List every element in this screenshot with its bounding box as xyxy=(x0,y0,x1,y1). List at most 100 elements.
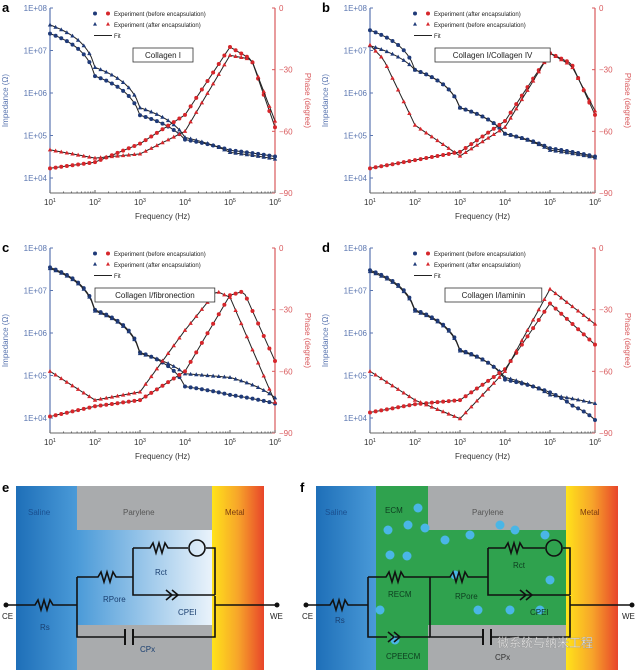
data-point xyxy=(575,308,581,313)
data-point xyxy=(261,373,266,378)
data-point xyxy=(255,74,261,79)
data-point xyxy=(160,358,165,363)
data-point xyxy=(452,149,457,154)
data-point xyxy=(115,150,120,155)
data-point xyxy=(126,152,131,157)
data-point xyxy=(183,369,187,374)
x-tick-label: 105 xyxy=(544,198,556,207)
data-point xyxy=(137,151,143,156)
data-point xyxy=(98,403,103,408)
ecm-region xyxy=(376,486,428,670)
data-point xyxy=(267,391,272,396)
data-point xyxy=(177,127,182,132)
ecm-particle xyxy=(505,605,515,615)
data-point xyxy=(93,404,97,409)
data-point xyxy=(166,380,171,385)
y-tick-label: 1E+06 xyxy=(24,89,48,98)
chart-title: Collagen I/fibronection xyxy=(115,291,195,300)
data-point xyxy=(463,150,468,155)
data-point xyxy=(81,390,86,395)
data-point xyxy=(233,291,238,296)
data-point xyxy=(138,398,142,403)
data-point xyxy=(199,87,204,92)
data-point xyxy=(160,121,165,126)
legend-label: Experiment (before encapsulation) xyxy=(434,23,526,29)
y-tick-label: 1E+07 xyxy=(344,47,368,56)
data-point xyxy=(171,376,176,381)
data-point xyxy=(491,132,496,137)
data-point xyxy=(379,54,384,59)
data-point xyxy=(368,28,372,33)
data-point xyxy=(519,379,525,384)
data-point xyxy=(547,147,553,152)
legend-marker xyxy=(413,11,417,16)
x-tick-label: 106 xyxy=(269,438,281,447)
ecm-particle xyxy=(473,605,483,615)
data-point xyxy=(47,369,53,373)
x-axis-label: Frequency (Hz) xyxy=(135,452,190,461)
y2-tick-label: −30 xyxy=(279,306,293,315)
data-point xyxy=(390,75,395,80)
data-point xyxy=(121,400,126,405)
legend-marker xyxy=(93,262,97,266)
data-point xyxy=(272,118,278,123)
data-point xyxy=(587,337,592,342)
y2-tick-label: −30 xyxy=(599,66,613,75)
y-tick-label: 1E+05 xyxy=(24,132,48,141)
y2-tick-label: −60 xyxy=(279,367,293,376)
legend-label: Experiment (after encapsulation) xyxy=(434,263,521,269)
y-axis-label: Impedance (Ω) xyxy=(321,74,330,127)
legend-label: Experiment (after encapsulation) xyxy=(434,12,521,18)
data-point xyxy=(519,342,524,347)
data-point xyxy=(480,139,485,144)
y2-tick-label: 0 xyxy=(599,244,604,253)
legend-marker xyxy=(93,251,97,256)
data-point xyxy=(143,148,148,153)
data-point xyxy=(485,117,491,122)
y-tick-label: 1E+08 xyxy=(24,244,48,253)
data-point xyxy=(396,43,401,48)
data-point xyxy=(227,295,233,299)
y2-axis-label: Phase (degree) xyxy=(303,313,312,368)
x-tick-label: 106 xyxy=(589,198,601,207)
data-point xyxy=(457,153,463,158)
data-point xyxy=(126,399,131,404)
data-point xyxy=(250,347,255,352)
data-point xyxy=(469,404,474,409)
data-point xyxy=(440,323,446,328)
data-point xyxy=(424,156,429,161)
data-point xyxy=(205,91,210,95)
data-point xyxy=(70,383,75,388)
data-point xyxy=(452,336,457,341)
watermark: 微系统与纳米工程 xyxy=(497,635,593,650)
parylene-label: Parylene xyxy=(123,508,155,517)
data-point xyxy=(205,78,210,83)
data-point xyxy=(446,399,451,404)
circuit-wires-f xyxy=(306,540,632,643)
data-point xyxy=(104,78,109,83)
data-point xyxy=(486,130,491,135)
data-point xyxy=(53,372,58,377)
data-point xyxy=(143,107,148,112)
data-point xyxy=(256,321,261,326)
data-point xyxy=(379,376,384,381)
data-point xyxy=(75,152,81,157)
data-point xyxy=(273,125,277,130)
data-point xyxy=(59,376,64,381)
data-point xyxy=(368,410,372,415)
y-tick-label: 1E+08 xyxy=(344,244,368,253)
data-point xyxy=(120,80,126,84)
data-point xyxy=(418,400,423,405)
x-tick-label: 105 xyxy=(224,438,236,447)
ecm-particle xyxy=(540,530,550,540)
data-point xyxy=(469,352,474,357)
data-point xyxy=(211,321,216,326)
data-point xyxy=(87,405,92,410)
data-point xyxy=(418,157,423,162)
data-point xyxy=(435,400,440,405)
data-point xyxy=(401,160,406,165)
data-point xyxy=(92,308,98,313)
y-axis-label: Impedance (Ω) xyxy=(1,314,10,367)
legend-label: Experiment (before encapsulation) xyxy=(434,252,526,258)
data-point xyxy=(256,151,261,156)
